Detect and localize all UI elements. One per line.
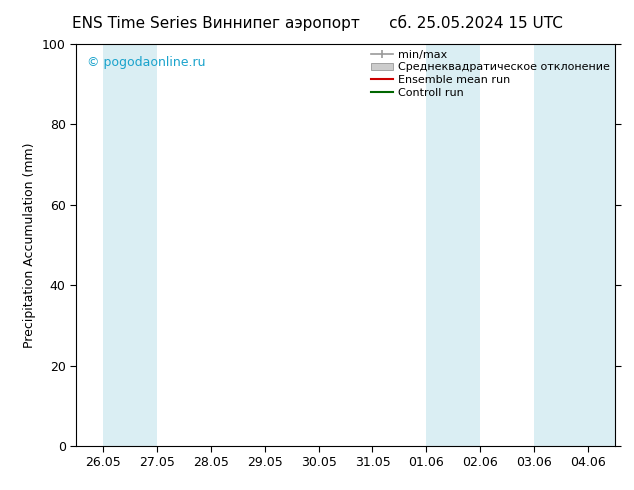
Bar	[103, 44, 157, 446]
Bar	[426, 44, 481, 446]
Bar	[534, 44, 634, 446]
Text: © pogodaonline.ru: © pogodaonline.ru	[87, 56, 205, 69]
Y-axis label: Precipitation Accumulation (mm): Precipitation Accumulation (mm)	[23, 142, 36, 348]
Text: ENS Time Series Виннипег аэропорт      сб. 25.05.2024 15 UTC: ENS Time Series Виннипег аэропорт сб. 25…	[72, 15, 562, 31]
Legend: min/max, Среднеквадратическое отклонение, Ensemble mean run, Controll run: min/max, Среднеквадратическое отклонение…	[368, 47, 612, 101]
